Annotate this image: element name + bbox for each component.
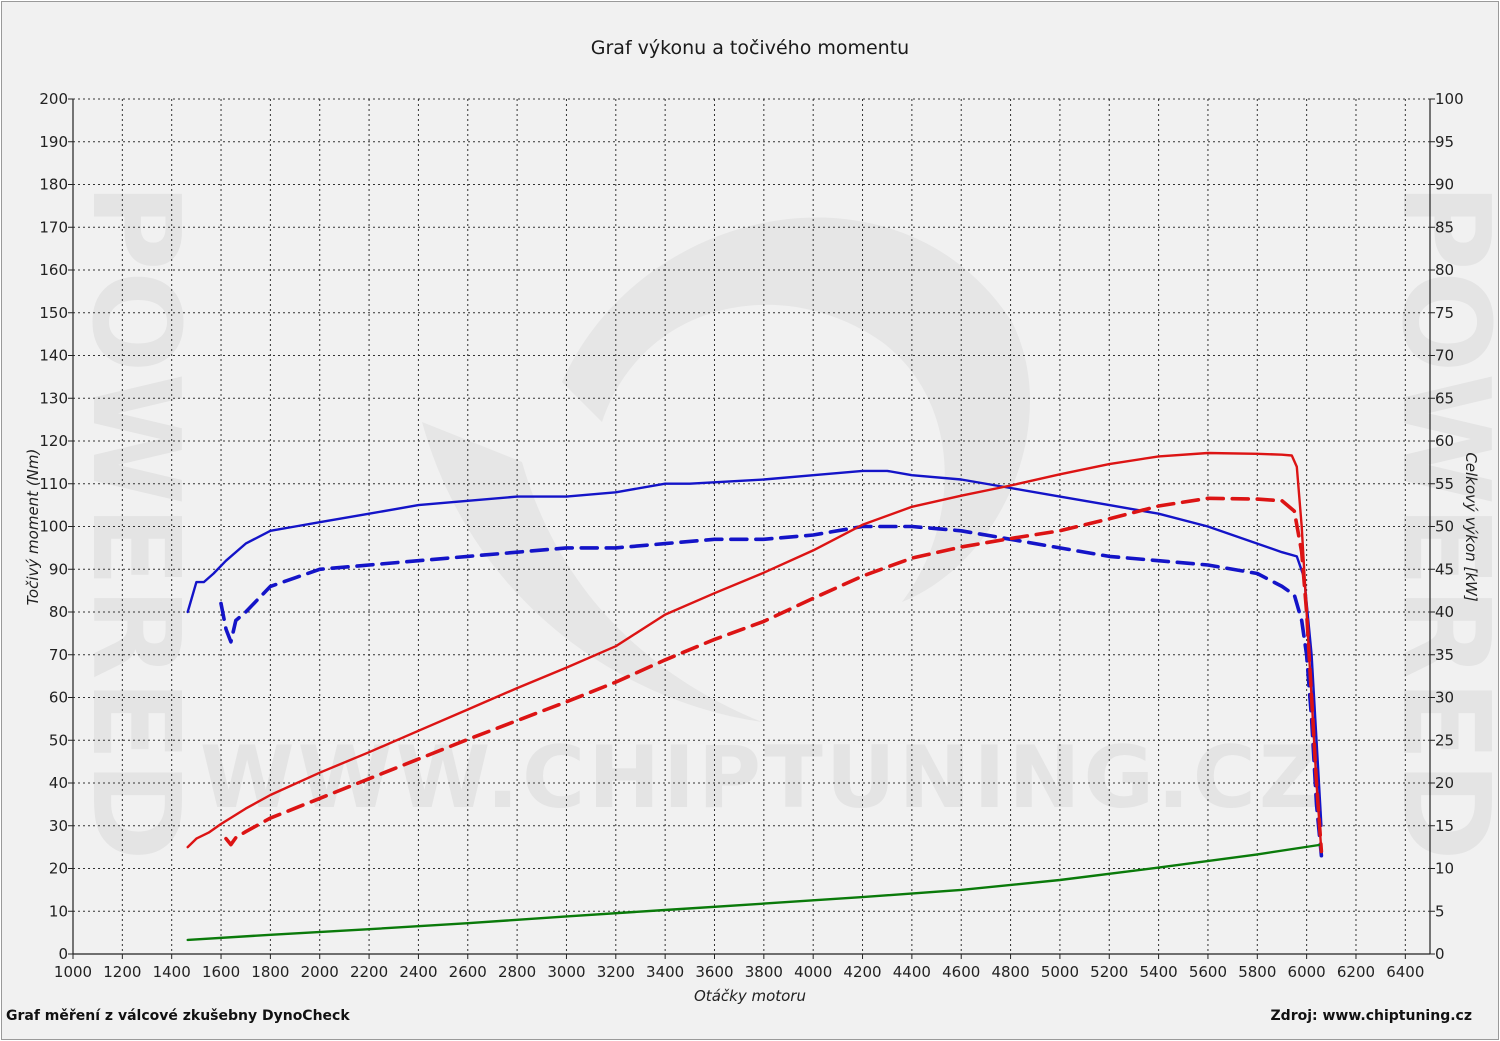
left-tick-label-0: 0 [58, 945, 68, 963]
series-line-power-tuned [186, 451, 1323, 853]
left-tick-label-60: 60 [49, 689, 68, 707]
left-tick-label-30: 30 [49, 817, 68, 835]
right-tick-label-80: 80 [1435, 261, 1454, 279]
x-tick-label-1800: 1800 [251, 963, 289, 981]
right-tick-label-95: 95 [1435, 133, 1454, 151]
x-tick-label-4600: 4600 [942, 963, 980, 981]
left-tick-label-170: 170 [39, 218, 68, 236]
x-tick-label-5600: 5600 [1189, 963, 1227, 981]
x-tick-label-6200: 6200 [1337, 963, 1375, 981]
watermark-side-left: POWERED [65, 183, 204, 861]
x-tick-label-2400: 2400 [399, 963, 437, 981]
x-tick-label-6000: 6000 [1288, 963, 1326, 981]
left-tick-label-40: 40 [49, 774, 68, 792]
series-line-torque-stock [219, 524, 1324, 858]
series-line-torque-tuned [186, 469, 1323, 827]
right-tick-label-85: 85 [1435, 218, 1454, 236]
left-tick-label-140: 140 [39, 347, 68, 365]
x-tick-label-3600: 3600 [695, 963, 733, 981]
right-tick-label-45: 45 [1435, 560, 1454, 578]
left-axis-ticks: 0 10 20 30 40 50 60 70 80 90 100 110 120 130 140 150 160… [39, 90, 73, 963]
right-tick-label-65: 65 [1435, 389, 1454, 407]
x-tick-label-5800: 5800 [1238, 963, 1276, 981]
x-tick-label-4400: 4400 [893, 963, 931, 981]
x-tick-label-2000: 2000 [301, 963, 339, 981]
x-tick-label-3000: 3000 [547, 963, 585, 981]
right-tick-label-100: 100 [1435, 90, 1464, 108]
watermark-logo-shape [562, 217, 1030, 602]
x-tick-label-4000: 4000 [794, 963, 832, 981]
watermark: WWW.CHIPTUNING.CZ POWERED POWERED [65, 183, 1498, 861]
left-tick-label-110: 110 [39, 475, 68, 493]
left-tick-label-80: 80 [49, 603, 68, 621]
left-tick-label-50: 50 [49, 731, 68, 749]
watermark-side-right: POWERED [1375, 183, 1498, 861]
right-tick-label-55: 55 [1435, 475, 1454, 493]
x-tick-label-4200: 4200 [843, 963, 881, 981]
left-tick-label-130: 130 [39, 389, 68, 407]
right-tick-label-10: 10 [1435, 860, 1454, 878]
x-tick-label-3400: 3400 [646, 963, 684, 981]
left-axis-label: Točivý moment (Nm) [24, 449, 42, 606]
x-tick-label-2800: 2800 [498, 963, 536, 981]
x-tick-label-6400: 6400 [1386, 963, 1424, 981]
left-tick-label-10: 10 [49, 902, 68, 920]
right-tick-label-75: 75 [1435, 304, 1454, 322]
x-tick-label-1200: 1200 [103, 963, 141, 981]
right-tick-label-35: 35 [1435, 646, 1454, 664]
chart-title: Graf výkonu a točivého momentu [591, 37, 909, 59]
x-tick-label-1000: 1000 [54, 963, 92, 981]
right-tick-label-20: 20 [1435, 774, 1454, 792]
right-axis-ticks: 0 5 10 15 20 25 30 35 40 45 50 55 60 65 70 75 80 85 90 95 10… [1430, 90, 1464, 963]
right-tick-label-90: 90 [1435, 176, 1454, 194]
footer-source-url: Zdroj: www.chiptuning.cz [1271, 1008, 1472, 1024]
right-tick-label-30: 30 [1435, 689, 1454, 707]
x-tick-label-5400: 5400 [1140, 963, 1178, 981]
left-tick-label-180: 180 [39, 176, 68, 194]
right-tick-label-70: 70 [1435, 347, 1454, 365]
left-tick-label-70: 70 [49, 646, 68, 664]
x-tick-label-3800: 3800 [745, 963, 783, 981]
x-tick-label-5200: 5200 [1090, 963, 1128, 981]
x-axis-label: Otáčky motoru [694, 987, 806, 1005]
left-tick-label-90: 90 [49, 560, 68, 578]
left-tick-label-120: 120 [39, 432, 68, 450]
x-tick-label-4800: 4800 [991, 963, 1029, 981]
right-tick-label-25: 25 [1435, 731, 1454, 749]
right-tick-label-60: 60 [1435, 432, 1454, 450]
x-tick-label-1400: 1400 [153, 963, 191, 981]
watermark-logo-swoosh [422, 422, 762, 722]
left-tick-label-100: 100 [39, 518, 68, 536]
left-tick-label-160: 160 [39, 261, 68, 279]
series-line-power-stock [224, 496, 1324, 854]
left-tick-label-20: 20 [49, 860, 68, 878]
series-line-losses [186, 843, 1321, 942]
x-tick-label-2200: 2200 [350, 963, 388, 981]
x-tick-label-5000: 5000 [1041, 963, 1079, 981]
right-tick-label-40: 40 [1435, 603, 1454, 621]
right-axis-label: Celkový výkon [kW] [1462, 452, 1480, 602]
right-tick-label-15: 15 [1435, 817, 1454, 835]
right-tick-label-50: 50 [1435, 518, 1454, 536]
x-tick-label-3200: 3200 [597, 963, 635, 981]
left-tick-label-200: 200 [39, 90, 68, 108]
right-tick-label-5: 5 [1435, 902, 1445, 920]
series-lines [186, 451, 1324, 942]
x-axis-ticks: 1000 1200 1400 1600 1800 2000 2200 2400 2600 2800… [54, 954, 1424, 981]
x-tick-label-1600: 1600 [202, 963, 240, 981]
right-tick-label-0: 0 [1435, 945, 1445, 963]
x-tick-label-2600: 2600 [449, 963, 487, 981]
left-tick-label-190: 190 [39, 133, 68, 151]
left-tick-label-150: 150 [39, 304, 68, 322]
footer-source-note: Graf měření z válcové zkušebny DynoCheck [6, 1008, 350, 1024]
